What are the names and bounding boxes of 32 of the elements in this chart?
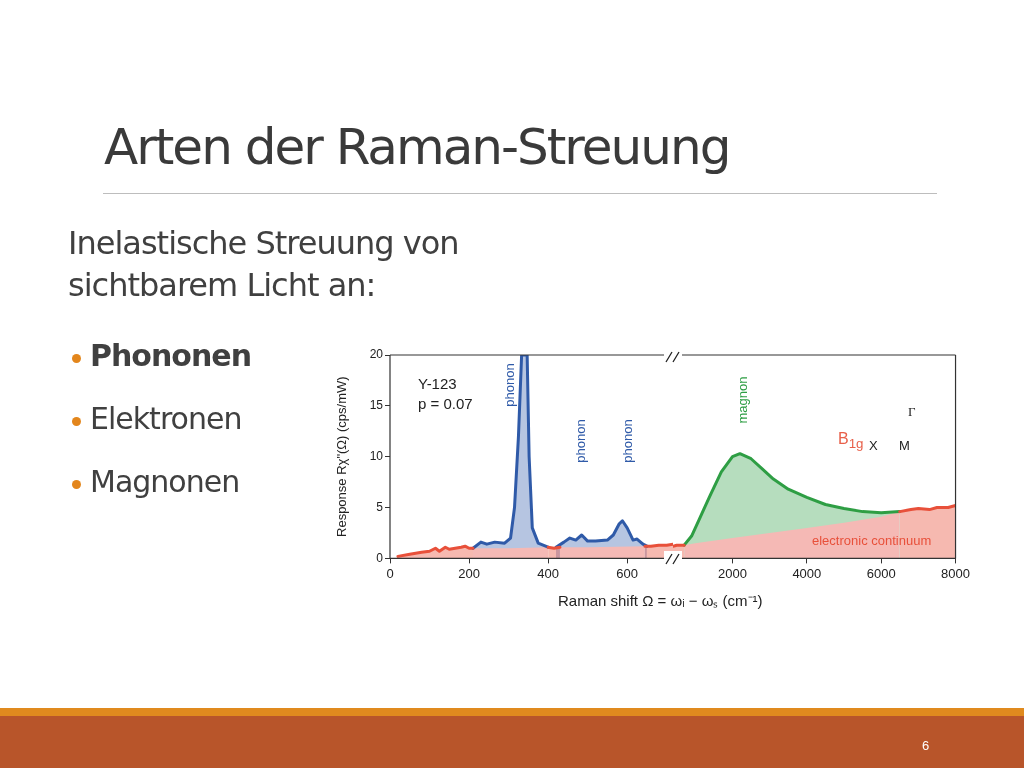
y-tick-label: 10 [369, 449, 384, 464]
y-tick-label: 15 [369, 398, 384, 413]
x-tick-label: 4000 [792, 565, 822, 581]
x-tick-label: 400 [537, 565, 559, 581]
y-tick-label: 20 [369, 347, 384, 362]
x-tick-label: 0 [386, 565, 394, 581]
annotation: M [899, 438, 910, 453]
annotation: phonon [619, 419, 635, 463]
chart-subtitle: Inelastische Streuung von sichtbarem Licht an: [68, 223, 460, 306]
annotation: phonon [572, 419, 588, 463]
x-axis-title: Raman shift Ω = ωᵢ − ωₛ (cm⁻¹) [558, 591, 763, 610]
y-tick-label: 5 [376, 499, 384, 514]
x-tick-label: 600 [616, 565, 638, 581]
annotation: X [869, 438, 878, 453]
annotation: p = 0.07 [418, 395, 473, 412]
x-tick-label: 8000 [941, 565, 970, 581]
annotation: B$_{1g}$ [838, 430, 864, 452]
annotation: electronic continuum [812, 533, 932, 548]
text: Phononen [90, 338, 251, 373]
x-tick-label: 2000 [718, 565, 747, 581]
text: Elektronen [90, 401, 242, 436]
text: 6 [922, 738, 930, 753]
text: Magnonen [90, 464, 240, 499]
chart-title: Arten der Raman-Streuung [104, 118, 730, 176]
y-tick-label: 0 [376, 550, 384, 565]
annotation: magnon [734, 376, 750, 424]
annotation: Y-123 [418, 375, 457, 392]
annotation: phonon [501, 363, 517, 407]
x-tick-label: 200 [458, 565, 480, 581]
y-axis-title: Response Rχ"(Ω) (cps/mW) [334, 376, 350, 537]
annotation: Γ [908, 404, 916, 420]
x-tick-label: 6000 [866, 565, 896, 581]
